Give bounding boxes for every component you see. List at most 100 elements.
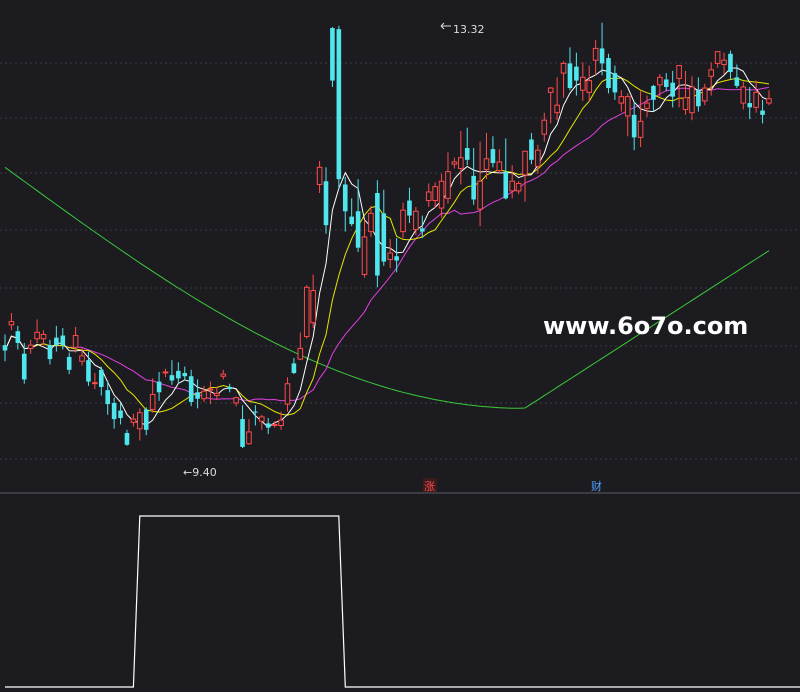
candle [66, 352, 72, 375]
candle-body [265, 423, 271, 428]
candle [278, 411, 284, 430]
candle [567, 47, 573, 91]
candle-body [631, 114, 637, 138]
ma-green-line [4, 166, 770, 409]
candle [522, 150, 528, 202]
candle-body [137, 412, 143, 430]
candle [670, 70, 675, 108]
candle [509, 165, 515, 199]
candle-body [54, 337, 59, 346]
candle-body [214, 392, 220, 397]
candle [105, 380, 111, 415]
candle-body [233, 397, 239, 404]
candle-body [413, 210, 419, 230]
candle-body [644, 102, 650, 109]
candle [34, 319, 40, 344]
candle-body [271, 423, 278, 426]
candle-body [676, 65, 682, 79]
candle-body [547, 87, 554, 93]
candle-body [303, 286, 310, 338]
candle-body [381, 213, 387, 262]
candle [728, 50, 733, 80]
candle-body [637, 120, 644, 138]
candle [182, 366, 188, 381]
candle-body [111, 403, 117, 420]
candle [233, 396, 239, 407]
candle-body [515, 182, 522, 192]
candle [420, 215, 425, 239]
candle [734, 64, 740, 89]
candle [413, 206, 419, 235]
ma-white-path [4, 67, 770, 428]
candle-body [47, 345, 53, 360]
candle-body [766, 98, 772, 104]
candle-body [278, 419, 284, 427]
candle-body [483, 158, 490, 170]
candle-body [220, 373, 227, 377]
candle [580, 62, 586, 101]
candle-body [696, 90, 701, 107]
candle [118, 403, 123, 425]
candle-body [246, 431, 252, 445]
candle-body [310, 290, 316, 324]
candle [310, 274, 316, 329]
candle-body [400, 209, 406, 233]
candle-body [574, 66, 579, 81]
candle [130, 413, 137, 427]
candle [111, 397, 117, 429]
candle [394, 238, 399, 273]
candle-body [8, 321, 15, 326]
low-price-label: ←9.40 [183, 466, 217, 479]
candle-body [361, 236, 368, 275]
candle-body [425, 191, 432, 202]
candle-body [188, 376, 194, 402]
candle [471, 148, 476, 205]
candle [599, 22, 605, 76]
candle [2, 334, 8, 362]
ma-magenta-path [4, 86, 770, 402]
candle-body [529, 139, 534, 160]
candle-body [753, 91, 759, 108]
candle-body [227, 386, 232, 390]
candle [612, 65, 618, 100]
candle [740, 81, 747, 110]
candle [361, 219, 368, 278]
candle-body [387, 252, 393, 260]
candle-body [438, 180, 445, 209]
flag-cai: 财 [591, 479, 602, 493]
candle [663, 73, 669, 92]
candle [753, 80, 759, 113]
candle [47, 339, 53, 365]
candle-body [708, 69, 715, 77]
candle-body [670, 82, 675, 97]
candle-body [451, 161, 458, 165]
candle-body [651, 85, 656, 100]
candle [54, 325, 59, 352]
candle-body [72, 335, 79, 348]
candle-body [522, 150, 528, 176]
candle-body [554, 104, 560, 114]
candle [349, 198, 354, 227]
candle [541, 112, 548, 142]
candle [27, 339, 34, 354]
candle [721, 52, 727, 75]
candle-body [624, 96, 631, 117]
candle-body [689, 86, 695, 114]
candle [253, 405, 258, 426]
candle [535, 144, 541, 174]
candle [714, 51, 721, 68]
candle [451, 157, 458, 169]
candle [79, 348, 85, 366]
candle [99, 366, 104, 396]
candle [477, 141, 483, 227]
candle [490, 136, 496, 168]
ma-yellow-path [4, 77, 770, 416]
candle [40, 330, 47, 346]
indicator-path [5, 515, 800, 688]
candle-body [490, 149, 496, 164]
candle [220, 369, 227, 380]
candle-body [420, 228, 425, 232]
candle-body [592, 47, 599, 61]
candle-body [714, 51, 721, 64]
candle-body [721, 59, 727, 65]
